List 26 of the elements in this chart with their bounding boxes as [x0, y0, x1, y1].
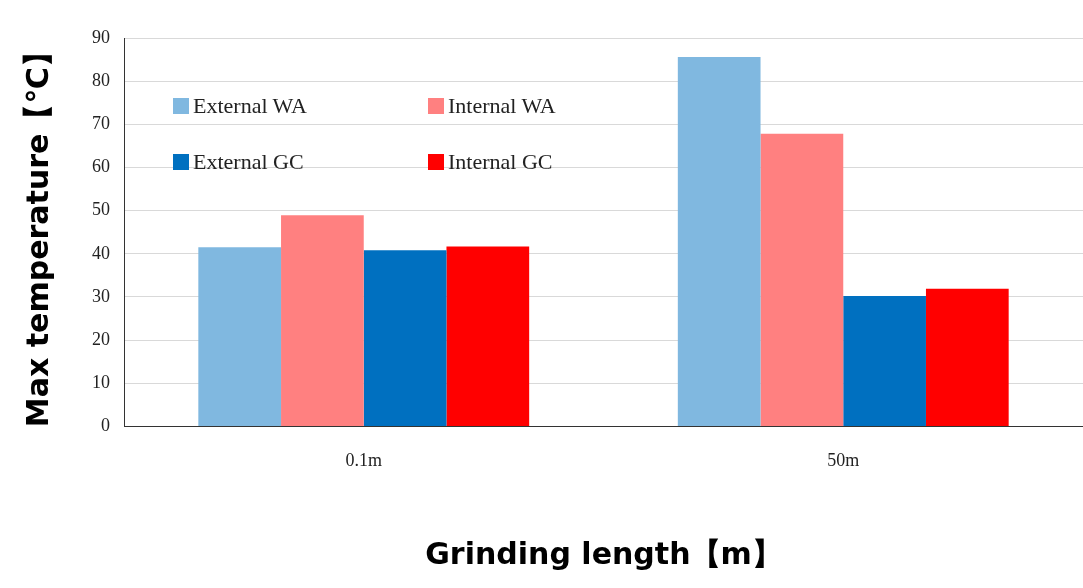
- y-tick-label: 10: [92, 371, 110, 392]
- bar: [281, 215, 364, 426]
- y-tick-label: 90: [92, 26, 110, 47]
- legend-label: Internal WA: [448, 93, 556, 119]
- y-tick-label: 30: [92, 285, 110, 306]
- y-tick-label: 80: [92, 69, 110, 90]
- bar: [446, 246, 530, 426]
- y-axis-title: Max temperature【℃】: [19, 37, 55, 428]
- bar: [198, 247, 282, 426]
- y-tick-label: 60: [92, 156, 110, 177]
- bar: [843, 296, 926, 426]
- legend-label: External WA: [193, 93, 307, 119]
- y-tick-label: 70: [92, 113, 110, 134]
- legend-label: Internal GC: [448, 149, 553, 175]
- y-tick-label: 0: [101, 415, 110, 436]
- bar: [363, 250, 447, 426]
- y-tick-label: 50: [92, 199, 110, 220]
- bar: [925, 288, 1009, 426]
- bar: [760, 133, 844, 426]
- x-tick-label: 0.1m: [345, 449, 383, 470]
- x-tick-label: 50m: [827, 449, 860, 470]
- legend-label: External GC: [193, 149, 304, 175]
- bar: [677, 56, 761, 426]
- y-tick-label: 20: [92, 328, 110, 349]
- y-tick-label: 40: [92, 242, 110, 263]
- x-axis-title: Grinding length【m】: [425, 535, 782, 571]
